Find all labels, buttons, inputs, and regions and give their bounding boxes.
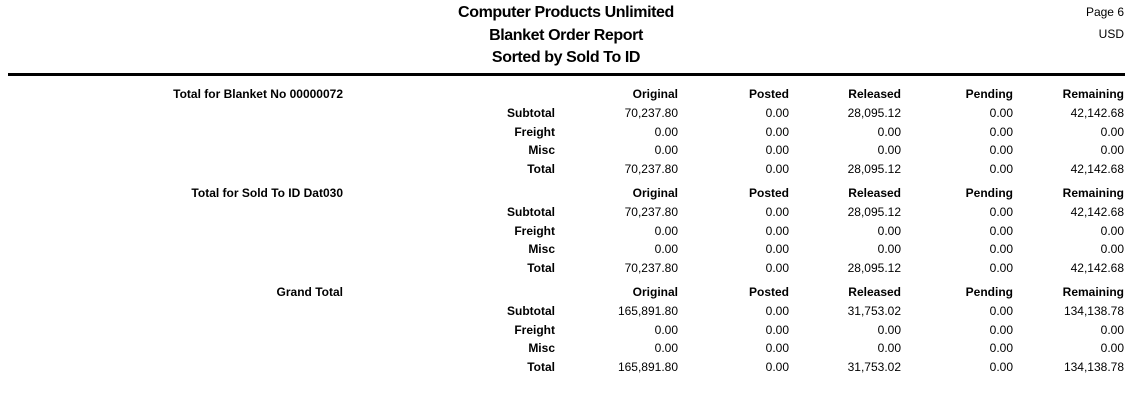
column-header: Posted — [748, 285, 789, 299]
column-header: Posted — [748, 186, 789, 200]
row-value: 42,142.68 — [1070, 162, 1124, 177]
column-header: Original — [632, 285, 678, 299]
row-value: 0.00 — [765, 124, 789, 139]
row-value: 31,753.02 — [847, 304, 901, 318]
column-header: Released — [848, 186, 901, 200]
row-value: 0.00 — [1100, 124, 1124, 139]
row-value: 0.00 — [989, 143, 1013, 158]
row-value: 0.00 — [654, 124, 678, 139]
row-value: 0.00 — [765, 322, 789, 337]
row-value: 0.00 — [654, 341, 678, 356]
section-label: Total for Sold To ID Dat030 — [191, 186, 343, 200]
column-header: Pending — [965, 186, 1013, 200]
row-value: 70,237.80 — [624, 205, 678, 219]
row-value: 0.00 — [989, 106, 1013, 120]
report-title: Blanket Order Report — [489, 27, 643, 44]
row-value: 0.00 — [989, 341, 1013, 356]
row-value: 42,142.68 — [1070, 261, 1124, 276]
row-value: 28,095.12 — [847, 106, 901, 120]
row-value: 0.00 — [765, 205, 789, 219]
row-value: 0.00 — [989, 162, 1013, 177]
column-header: Remaining — [1062, 87, 1124, 101]
row-value: 0.00 — [877, 143, 901, 158]
company-name: Computer Products Unlimited — [458, 4, 674, 21]
row-value: 0.00 — [989, 223, 1013, 238]
row-value: 0.00 — [989, 124, 1013, 139]
row-value: 0.00 — [765, 360, 789, 375]
row-value: 134,138.78 — [1063, 304, 1124, 318]
row-value: 165,891.80 — [617, 360, 678, 375]
row-value: 0.00 — [1100, 242, 1124, 257]
row-value: 28,095.12 — [847, 205, 901, 219]
row-label: Misc — [528, 242, 555, 257]
row-value: 0.00 — [989, 261, 1013, 276]
row-value: 28,095.12 — [847, 261, 901, 276]
row-label: Total — [527, 162, 555, 177]
header-divider — [8, 73, 1125, 76]
section-label: Grand Total — [276, 285, 343, 299]
report-sort: Sorted by Sold To ID — [491, 49, 641, 66]
row-value: 0.00 — [877, 322, 901, 337]
row-label: Freight — [514, 124, 555, 139]
row-value: 0.00 — [765, 143, 789, 158]
column-header: Pending — [965, 87, 1013, 101]
column-header: Pending — [965, 285, 1013, 299]
page-number: Page 6 — [1085, 5, 1124, 19]
row-value: 0.00 — [989, 322, 1013, 337]
row-label: Total — [527, 360, 555, 375]
row-value: 134,138.78 — [1063, 360, 1124, 375]
row-value: 0.00 — [877, 242, 901, 257]
row-value: 0.00 — [765, 106, 789, 120]
row-value: 0.00 — [877, 341, 901, 356]
row-value: 0.00 — [877, 124, 901, 139]
row-value: 0.00 — [989, 304, 1013, 318]
row-value: 0.00 — [654, 223, 678, 238]
row-value: 0.00 — [1100, 322, 1124, 337]
column-header: Released — [848, 87, 901, 101]
column-header: Original — [632, 87, 678, 101]
row-label: Subtotal — [507, 304, 555, 318]
column-header: Posted — [748, 87, 789, 101]
row-value: 0.00 — [765, 304, 789, 318]
section-label: Total for Blanket No 00000072 — [173, 87, 343, 101]
row-value: 0.00 — [654, 242, 678, 257]
row-value: 70,237.80 — [624, 261, 678, 276]
currency: USD — [1098, 27, 1124, 41]
row-value: 0.00 — [765, 242, 789, 257]
row-value: 0.00 — [654, 322, 678, 337]
row-value: 70,237.80 — [624, 162, 678, 177]
row-label: Subtotal — [507, 106, 555, 120]
row-value: 0.00 — [654, 143, 678, 158]
row-label: Total — [527, 261, 555, 276]
row-value: 0.00 — [989, 242, 1013, 257]
row-value: 0.00 — [765, 223, 789, 238]
column-header: Remaining — [1062, 285, 1124, 299]
row-value: 0.00 — [1100, 223, 1124, 238]
row-label: Subtotal — [507, 205, 555, 219]
column-header: Released — [848, 285, 901, 299]
row-value: 42,142.68 — [1070, 205, 1124, 219]
row-label: Freight — [514, 223, 555, 238]
row-label: Misc — [528, 143, 555, 158]
row-value: 0.00 — [877, 223, 901, 238]
row-value: 0.00 — [989, 205, 1013, 219]
row-value: 28,095.12 — [847, 162, 901, 177]
column-header: Original — [632, 186, 678, 200]
row-value: 42,142.68 — [1070, 106, 1124, 120]
row-value: 0.00 — [989, 360, 1013, 375]
row-value: 70,237.80 — [624, 106, 678, 120]
row-value: 165,891.80 — [617, 304, 678, 318]
row-value: 0.00 — [765, 341, 789, 356]
row-label: Misc — [528, 341, 555, 356]
column-header: Remaining — [1062, 186, 1124, 200]
row-value: 0.00 — [765, 162, 789, 177]
row-value: 0.00 — [1100, 143, 1124, 158]
row-value: 0.00 — [1100, 341, 1124, 356]
row-label: Freight — [514, 322, 555, 337]
row-value: 31,753.02 — [847, 360, 901, 375]
row-value: 0.00 — [765, 261, 789, 276]
